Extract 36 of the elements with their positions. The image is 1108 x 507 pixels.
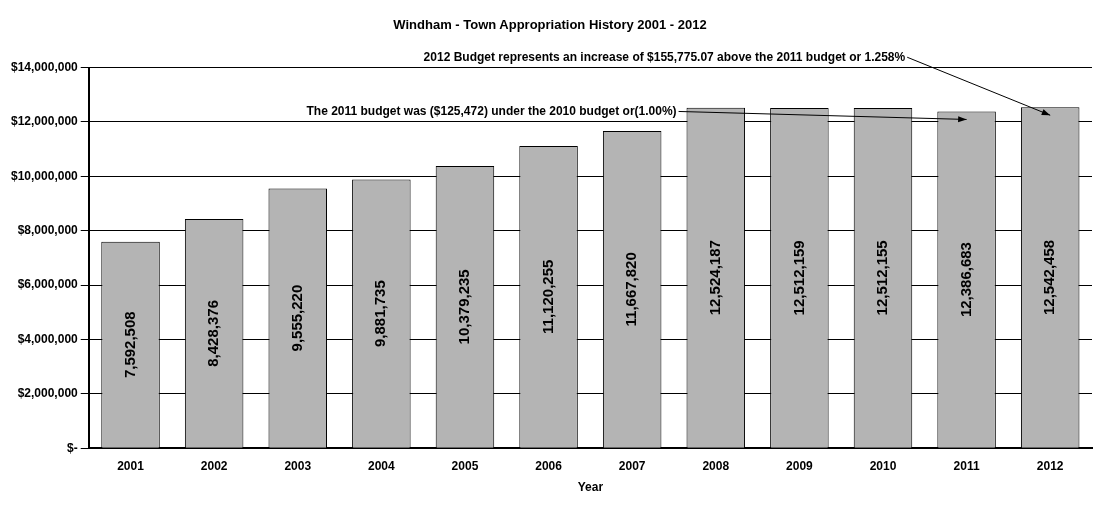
data-label: 12,512,159 [789, 240, 807, 316]
y-tick-label: $10,000,000 [11, 168, 79, 183]
data-label: 12,542,458 [1040, 239, 1058, 315]
data-label: 11,667,820 [622, 252, 640, 327]
x-tick-label: 2011 [953, 458, 980, 473]
data-label: 10,379,235 [455, 269, 473, 345]
x-tick-label: 2003 [284, 458, 312, 473]
data-label: 12,524,187 [705, 240, 723, 316]
x-tick-label: 2008 [702, 458, 730, 473]
x-tick-label: 2004 [368, 458, 396, 473]
y-tick-label: $14,000,000 [11, 59, 79, 74]
data-label: 9,881,735 [371, 280, 389, 347]
x-tick-label: 2012 [1036, 458, 1064, 473]
y-tick-label: $4,000,000 [17, 331, 79, 346]
data-label: 8,428,376 [204, 300, 222, 367]
x-tick-label: 2010 [869, 458, 897, 473]
y-tick-label: $12,000,000 [11, 114, 79, 129]
x-tick-label: 2006 [535, 458, 563, 473]
y-tick-label: $8,000,000 [17, 223, 79, 238]
data-label: 7,592,508 [120, 311, 138, 379]
x-tick-label: 2001 [117, 458, 145, 473]
y-tick-label: $2,000,000 [17, 386, 79, 401]
data-label: 9,555,220 [287, 284, 305, 352]
data-label: 12,386,683 [956, 242, 974, 318]
x-tick-label: 2007 [618, 458, 646, 473]
annotation: The 2011 budget was ($125,472) under the 2010 budget or(1.00%) [306, 103, 677, 118]
x-tick-label: 2009 [786, 458, 814, 473]
data-label: 11,120,255 [538, 259, 556, 334]
data-label: 12,512,155 [873, 240, 891, 316]
x-axis-title: Year [577, 480, 604, 495]
chart-title: Windham - Town Appropriation History 2001 - 2012 [393, 17, 707, 33]
x-tick-label: 2005 [451, 458, 479, 473]
y-tick-label: $6,000,000 [17, 277, 79, 292]
x-tick-label: 2002 [200, 458, 228, 473]
annotation: 2012 Budget represents an increase of $155,775.07 above the 2011 budget or 1.258% [423, 49, 906, 64]
y-tick-label: $- [67, 440, 78, 455]
